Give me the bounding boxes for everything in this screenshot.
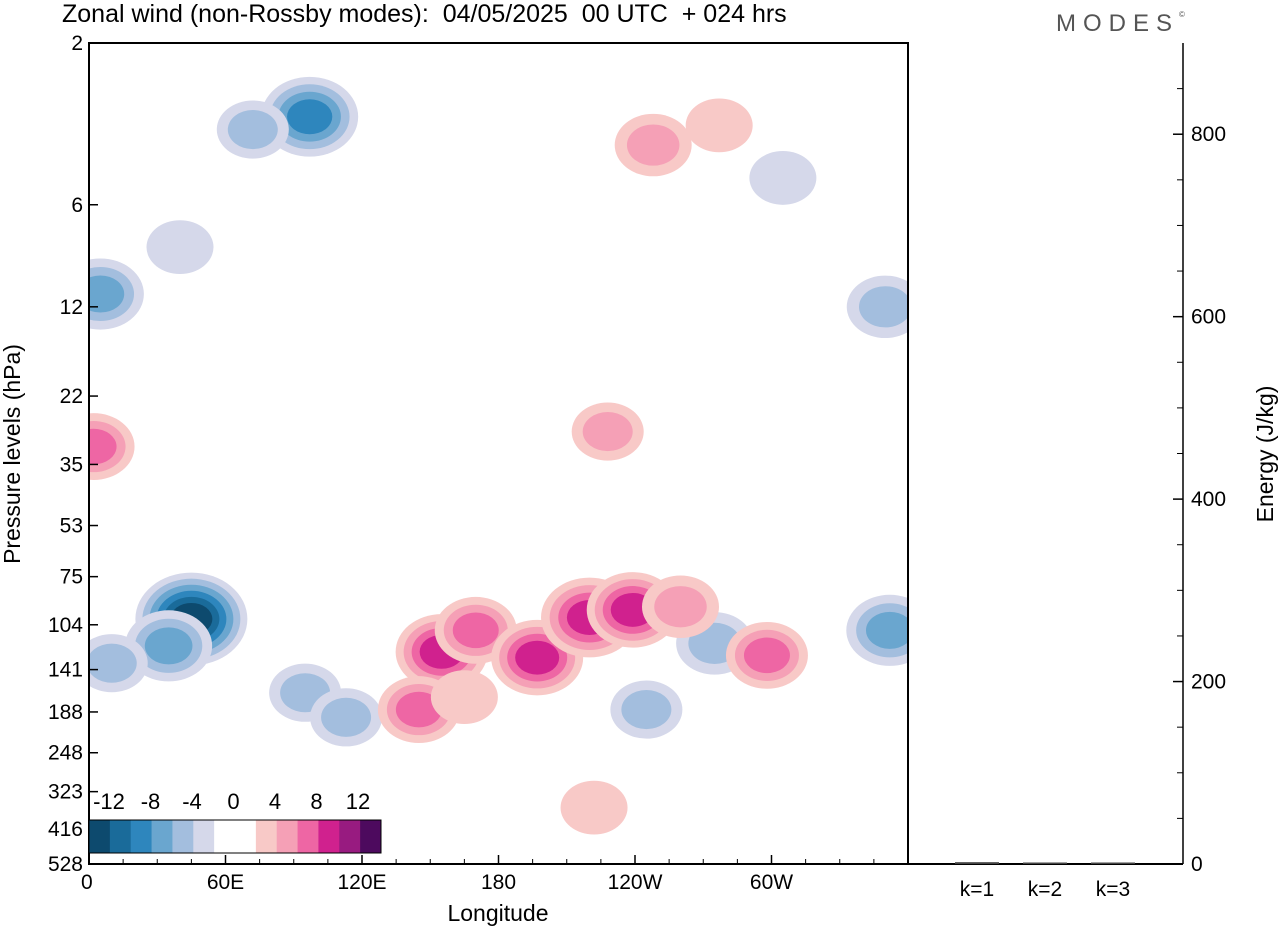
colorbar-label: 0 <box>227 789 239 814</box>
colorbar-swatch <box>235 820 257 853</box>
colorbar-swatch <box>172 820 194 853</box>
colorbar-swatch <box>255 820 278 853</box>
wind-contour-band <box>582 412 633 452</box>
pressure-tick-label: 141 <box>48 659 83 682</box>
colorbar-swatch <box>360 820 382 853</box>
energy-category-label: k=2 <box>1028 878 1062 901</box>
wind-contour-band <box>685 98 753 153</box>
pressure-tick-label: 53 <box>60 515 83 538</box>
wind-contour-band <box>621 690 672 730</box>
wind-contour-band <box>146 220 214 275</box>
colorbar-swatch <box>339 820 361 853</box>
energy-tick-label: 200 <box>1191 671 1226 694</box>
wind-contour-band <box>452 612 499 649</box>
wind-contour-band <box>89 643 137 683</box>
wind-contour-band <box>144 627 193 665</box>
longitude-tick-label: 180 <box>481 871 516 894</box>
brand-name: MODES <box>1056 10 1180 37</box>
pressure-tick-label: 22 <box>60 385 83 408</box>
wind-contour-band <box>560 780 628 835</box>
longitude-tick-label: 120E <box>337 871 386 894</box>
colorbar-swatch <box>130 820 153 853</box>
wind-contour-band <box>859 286 908 328</box>
wind-contour-band <box>515 640 560 675</box>
colorbar-label: -4 <box>182 789 202 814</box>
colorbar-label: -8 <box>141 789 161 814</box>
colorbar-frame <box>88 819 382 854</box>
colorbar-swatch <box>297 820 319 853</box>
negative-wind-field <box>89 76 908 747</box>
brand-mark: © <box>1179 10 1185 19</box>
y-axis-title: Pressure levels (hPa) <box>0 344 25 564</box>
energy-category-label: k=3 <box>1096 878 1130 901</box>
energy-category-label: k=1 <box>960 878 994 901</box>
wind-contour-band <box>395 691 442 728</box>
energy-tick-label: 600 <box>1191 306 1226 329</box>
energy-bar <box>1023 862 1067 864</box>
pressure-tick-label: 248 <box>48 742 83 765</box>
colorbar-label: 4 <box>269 789 281 814</box>
colorbar-swatch <box>109 820 132 853</box>
wind-heatmap <box>89 76 908 835</box>
colorbar-label: 12 <box>346 789 370 814</box>
colorbar-swatch <box>318 820 340 853</box>
pressure-axis: 2 6 12 22 35 53 75 104 141 188 248 323 416 528 <box>48 32 98 876</box>
longitude-tick-label: 0 <box>81 871 93 894</box>
colorbar-swatch <box>89 820 111 853</box>
colorbar-swatch <box>193 820 215 853</box>
wind-contour-band <box>89 275 125 313</box>
pressure-tick-label: 323 <box>48 781 83 804</box>
wind-contour-band <box>227 110 278 150</box>
pressure-tick-label: 35 <box>60 453 83 476</box>
wind-contour-band <box>654 586 707 628</box>
energy-tick-label: 0 <box>1191 853 1203 876</box>
colorbar-label: 8 <box>310 789 322 814</box>
brand-logo: MODES© <box>1056 10 1185 38</box>
colorbar-label: -12 <box>93 789 125 814</box>
colorbar-swatch <box>214 820 236 853</box>
energy-tick-label: 800 <box>1191 123 1226 146</box>
wind-contour-band <box>865 611 908 649</box>
energy-axis-title: Energy (J/kg) <box>1252 386 1278 523</box>
pressure-tick-label: 188 <box>48 701 83 724</box>
wind-contour-band <box>743 637 790 674</box>
pressure-tick-label: 528 <box>48 853 83 876</box>
energy-tick-label: 400 <box>1191 488 1226 511</box>
pressure-tick-label: 104 <box>48 614 83 637</box>
energy-bar <box>1091 862 1135 864</box>
wind-contour-band <box>430 670 498 725</box>
colorbar-swatch <box>276 820 299 853</box>
colorbar: -12 -8 -4 0 4 8 12 <box>88 789 382 854</box>
energy-panel: 0 200 400 600 800 k=1 k=2 k=3 <box>908 43 1226 901</box>
pressure-tick-label: 6 <box>71 194 83 217</box>
longitude-tick-label: 60W <box>750 871 793 894</box>
wind-contour-band <box>749 151 817 205</box>
wind-contour-band <box>321 697 372 737</box>
energy-bar <box>955 862 999 864</box>
positive-wind-field <box>89 98 808 835</box>
pressure-tick-label: 12 <box>60 296 83 319</box>
colorbar-swatch <box>151 820 173 853</box>
longitude-axis: 0 60E 120E 180 120W 60W <box>81 855 875 894</box>
pressure-tick-label: 416 <box>48 818 83 841</box>
chart-title: Zonal wind (non-Rossby modes): 04/05/202… <box>62 0 787 28</box>
wind-contour-band <box>89 428 117 465</box>
longitude-tick-label: 60E <box>207 871 244 894</box>
wind-contour-band <box>287 99 333 135</box>
x-axis-title: Longitude <box>447 900 548 926</box>
pressure-tick-label: 2 <box>71 32 83 55</box>
pressure-tick-label: 75 <box>60 566 83 589</box>
longitude-tick-label: 120W <box>608 871 663 894</box>
wind-contour-band <box>626 124 680 166</box>
